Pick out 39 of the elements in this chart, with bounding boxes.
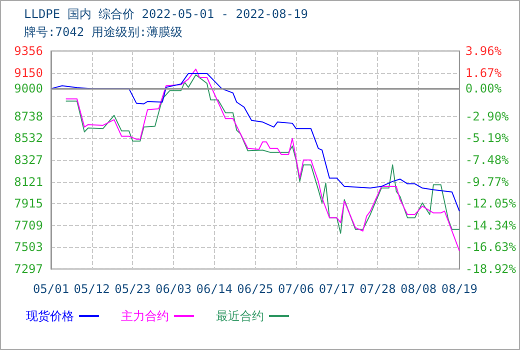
x-tick-label: 07/28: [360, 282, 396, 296]
y2-tick-label: -5.19%: [465, 131, 510, 146]
x-tick-label: 07/17: [318, 282, 355, 296]
x-tick-label: 05/23: [114, 282, 151, 296]
x-tick-label: 05/12: [74, 282, 110, 296]
y2-tick-label: -7.48%: [465, 153, 510, 167]
legend-label: 现货价格: [26, 309, 74, 323]
y2-tick-label: 1.67%: [465, 66, 502, 80]
y2-tick-label: -2.90%: [465, 109, 510, 124]
y2-tick-label: -12.05%: [465, 196, 517, 211]
x-tick-label: 06/03: [155, 282, 192, 296]
y-tick-label: 7915: [14, 196, 43, 211]
y2-tick-label: 3.96%: [465, 44, 502, 58]
line-series: [50, 72, 460, 212]
y2-tick-label: -16.63%: [465, 240, 517, 254]
legend-label: 主力合约: [121, 309, 169, 323]
y-tick-label: 8121: [14, 174, 43, 189]
y-tick-label: 7503: [14, 240, 43, 254]
x-tick-label: 08/19: [441, 282, 478, 296]
chart-subtitle: 牌号:7042 用途级别:薄膜级: [24, 25, 183, 39]
y-tick-label: 8327: [14, 152, 43, 167]
y-tick-label: 9150: [14, 66, 43, 80]
y2-tick-label: -14.34%: [465, 218, 517, 232]
x-tick-label: 06/25: [237, 282, 274, 296]
chart-title: LLDPE 国内 综合价 2022-05-01 - 2022-08-19: [24, 7, 308, 21]
legend-label: 最近合约: [216, 309, 264, 323]
y-tick-label: 9356: [14, 44, 43, 58]
x-tick-label: 06/14: [196, 282, 232, 296]
y-tick-label: 7709: [14, 218, 43, 232]
x-tick-label: 08/08: [400, 282, 437, 296]
y-tick-label: 8532: [14, 131, 43, 146]
x-tick-label: 07/06: [278, 282, 314, 296]
y-tick-label: 8738: [14, 109, 43, 124]
y2-tick-label: 0.00%: [465, 82, 502, 96]
y2-tick-label: -9.77%: [465, 174, 510, 189]
x-tick-label: 05/01: [32, 282, 70, 296]
y-tick-label: 9000: [14, 82, 43, 96]
y-tick-label: 7297: [14, 262, 43, 276]
y2-tick-label: -18.92%: [465, 262, 517, 276]
